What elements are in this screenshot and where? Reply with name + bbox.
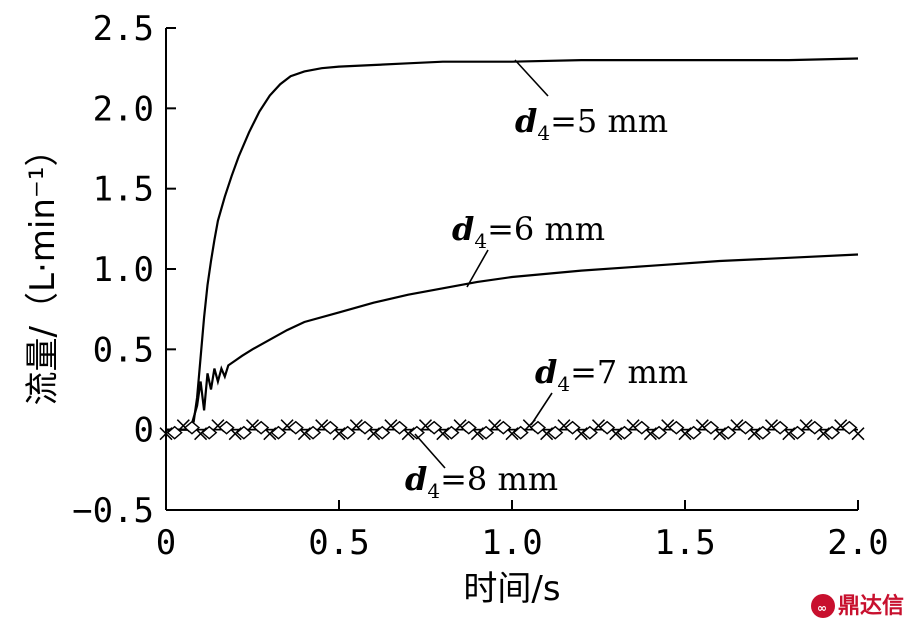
series-marker-diamond (599, 420, 616, 435)
series-marker-diamond (166, 425, 183, 440)
y-tick-label: 1.0 (93, 250, 154, 290)
series-layer (159, 57, 865, 441)
series-marker-diamond (702, 420, 720, 435)
series-labels: d4=5 mm d4=6 mm d4=7 mm d4=8 mm (405, 59, 688, 503)
y-tick-label: −0.5 (72, 491, 154, 531)
series-marker-diamond (477, 425, 495, 440)
series-marker-diamond (270, 425, 287, 440)
series-marker-diamond (408, 425, 425, 440)
series-marker-diamond (460, 420, 477, 435)
y-tick-label: 2.0 (93, 89, 154, 129)
series-marker-diamond (772, 420, 789, 435)
series-leader-line (466, 249, 489, 288)
y-tick-label: 2.5 (93, 9, 154, 49)
x-tick-label: 2.0 (827, 523, 888, 563)
watermark-logo-glyph: ∞ (817, 601, 827, 615)
series-marker-diamond (529, 420, 547, 435)
y-tick-label: 1.5 (93, 170, 154, 210)
series-marker-diamond (650, 425, 668, 440)
series-marker-diamond (495, 420, 512, 435)
watermark-text: 鼎达信 (838, 593, 904, 619)
series-marker-diamond (737, 420, 754, 435)
series-marker-diamond (304, 425, 322, 440)
x-tick-label: 0 (156, 523, 176, 563)
series-marker-diamond (806, 420, 823, 435)
series-marker-diamond (823, 425, 841, 440)
series-marker-diamond (720, 425, 737, 440)
axes (165, 28, 858, 511)
series-marker-diamond (235, 425, 252, 440)
series-marker-diamond (391, 420, 408, 435)
x-tick-label: 1.0 (481, 523, 542, 563)
series-label: d4=7 mm (535, 353, 688, 396)
series-marker-diamond (512, 425, 529, 440)
series-marker-diamond (183, 420, 201, 435)
series-marker-diamond (633, 420, 650, 435)
series-marker-diamond (685, 425, 702, 440)
series-marker-diamond (374, 425, 391, 440)
series-label: d4=6 mm (452, 210, 605, 253)
series-label: d4=5 mm (515, 102, 668, 145)
series-leader-line (514, 59, 549, 97)
y-axis-title: 流量/（L·min⁻¹） (23, 133, 63, 406)
y-tick-label: 0.5 (93, 330, 154, 370)
watermark-logo-icon (811, 594, 835, 618)
series-line-0 (166, 57, 859, 431)
series-marker-diamond (754, 425, 771, 440)
watermark-logo: ∞ 鼎达信 (811, 593, 904, 619)
x-axis-title: 时间/s (463, 569, 560, 609)
series-marker-diamond (443, 425, 460, 440)
series-marker-diamond (581, 425, 598, 440)
series-marker-diamond (789, 425, 806, 440)
y-tick-label: 0 (134, 411, 154, 451)
series-leader-line (530, 392, 553, 426)
series-marker-diamond (287, 420, 304, 435)
x-tick-label: 0.5 (308, 523, 369, 563)
series-marker-diamond (564, 420, 581, 435)
x-tick-label: 1.5 (654, 523, 715, 563)
series-label: d4=8 mm (405, 460, 558, 503)
series-marker-diamond (547, 425, 564, 440)
series-marker-diamond (339, 425, 356, 440)
series-leader-line (414, 433, 446, 469)
y-ticks: −0.5 0 0.5 1.0 1.5 2.0 2.5 (72, 9, 176, 531)
series-marker-diamond (841, 420, 858, 435)
series-marker-diamond (356, 420, 374, 435)
series-marker-diamond (253, 420, 270, 435)
series-marker-diamond (218, 420, 235, 435)
series-marker-diamond (616, 425, 633, 440)
series-line-1 (166, 253, 859, 431)
series-marker-diamond (322, 420, 339, 435)
series-marker-diamond (668, 420, 685, 435)
x-ticks: 0 0.5 1.0 1.5 2.0 (156, 500, 889, 563)
series-marker-diamond (426, 420, 443, 435)
series-marker-diamond (201, 425, 218, 440)
